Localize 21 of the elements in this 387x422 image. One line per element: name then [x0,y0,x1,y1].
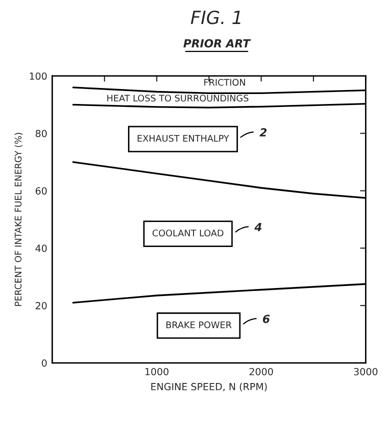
y-tick-label: 80 [36,130,47,138]
chart-title: FIG. 1 [190,10,240,24]
y-tick-label: 20 [36,302,47,310]
y-tick-label: 100 [30,72,47,80]
y-tick-label: 40 [35,244,47,252]
annotation: COOLANT LOAD [152,230,224,236]
x-tick-label: 1000 [145,368,168,376]
annotation: 4 [254,223,262,232]
annotation: 6 [262,314,270,324]
annotation: BRAKE POWER [166,321,232,328]
y-tick-label: 0 [42,359,47,367]
y-axis-title: PERCENT OF INTAKE FUEL ENERGY (%) [14,132,23,306]
annotation: HEAT LOSS TO SURROUNDINGS [107,94,248,102]
x-axis-title: ENGINE SPEED, N (RPM) [151,382,267,392]
annotation: 2 [260,128,267,136]
annotation: FRICTION [204,78,245,86]
y-tick-label: 60 [36,187,47,195]
x-tick-label: 3000 [354,368,378,376]
annotation: EXHAUST ENTHALPY [138,134,230,142]
chart-subtitle: PRIOR ART [183,39,251,48]
x-tick-label: 2000 [250,368,273,376]
